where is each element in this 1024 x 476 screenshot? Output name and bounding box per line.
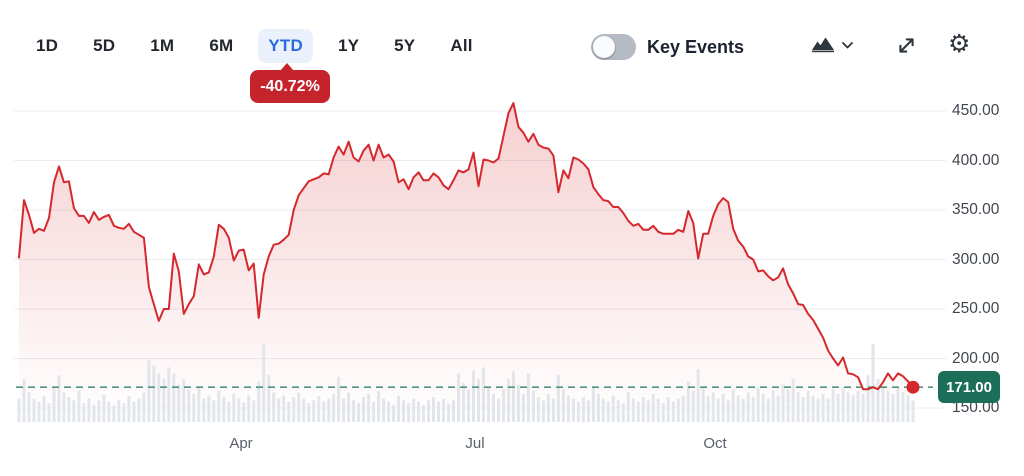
range-button-5d[interactable]: 5D	[83, 29, 125, 63]
price-line	[18, 102, 914, 391]
y-axis-label: 150.00	[952, 399, 1000, 416]
y-axis-label: 250.00	[952, 300, 1000, 317]
key-events-control: Key Events	[591, 34, 744, 60]
chart-type-button[interactable]	[810, 35, 855, 55]
y-axis-label: 400.00	[952, 151, 1000, 169]
volume-bars	[17, 344, 915, 422]
x-axis-label: Jul	[465, 435, 485, 452]
price-area	[19, 103, 913, 422]
range-button-1d[interactable]: 1D	[26, 29, 68, 63]
change-percent-text: -40.72%	[260, 77, 320, 95]
range-button-ytd[interactable]: YTD	[258, 29, 313, 63]
current-price-badge: 171.00	[938, 371, 1000, 404]
area-chart-icon	[812, 37, 834, 53]
key-events-label: Key Events	[647, 36, 745, 57]
range-button-1m[interactable]: 1M	[140, 29, 184, 63]
y-axis-label: 350.00	[952, 201, 1000, 218]
y-axis-label: 300.00	[952, 250, 1000, 268]
y-axis-label: 200.00	[952, 349, 1000, 367]
y-axis-label: 450.00	[952, 102, 1000, 119]
settings-button[interactable]: ⚙	[946, 30, 972, 59]
current-price-dot	[906, 380, 920, 394]
toggle-knob	[593, 36, 615, 58]
x-axis-label: Oct	[703, 435, 727, 452]
change-tooltip: -40.72%	[250, 63, 330, 103]
range-button-6m[interactable]: 6M	[199, 29, 243, 63]
key-events-toggle[interactable]	[591, 34, 636, 60]
range-button-1y[interactable]: 1Y	[328, 29, 369, 63]
chevron-down-icon	[842, 41, 853, 48]
range-selector: 1D 5D 1M 6M YTD 1Y 5Y All	[26, 29, 483, 63]
range-button-all[interactable]: All	[440, 29, 482, 63]
current-price-text: 171.00	[946, 378, 992, 396]
gear-icon: ⚙	[948, 30, 971, 58]
tooltip-arrow	[280, 63, 294, 71]
expand-icon	[899, 38, 914, 53]
range-button-5y[interactable]: 5Y	[384, 29, 425, 63]
fullscreen-button[interactable]	[894, 33, 919, 58]
x-axis-label: Apr	[229, 435, 253, 452]
